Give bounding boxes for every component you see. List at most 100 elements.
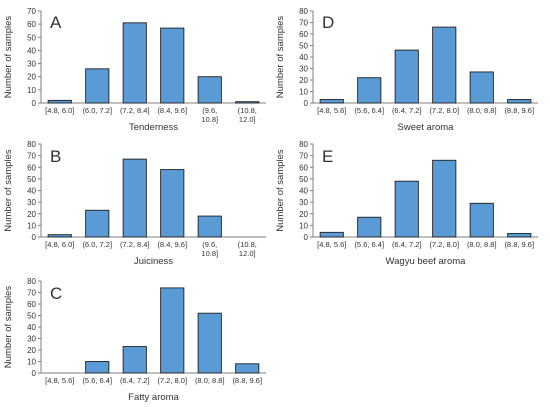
panel-e-letter: E: [322, 147, 333, 166]
panel-b-category-label: [4.8, 6.0]: [45, 240, 74, 249]
panel-d-bar: [432, 26, 457, 104]
panel-a-ytick-label: 0: [32, 99, 37, 108]
panel-c-y-axis-title: Number of samples: [3, 286, 14, 369]
panel-e-bar: [469, 202, 494, 238]
panel-d-ytick-label: 30: [299, 65, 308, 74]
panel-e-bar: [507, 233, 532, 238]
panel-c-ytick-label: 10: [27, 358, 36, 367]
panel-a-ytick-label: 30: [27, 60, 36, 69]
panel-b-ytick-label: 0: [32, 233, 37, 242]
panel-c-category-label: (8.0, 8.8]: [195, 376, 225, 385]
panel-a: 0 10 20 30 40 50 60 70 [4.8, 6.0] (6.0, 7.2] (7.2,…: [3, 7, 266, 133]
panel-e-bar: [394, 180, 419, 238]
panel-b-y-axis-title: Number of samples: [3, 149, 14, 232]
panel-d-bar: [319, 99, 344, 104]
panel-c-letter: C: [50, 284, 62, 303]
panel-c-ytick-label: 30: [27, 335, 36, 344]
panel-e: 0 10 20 30 40 50 60 70 80 [4.8, 5.6] (5.6, 6.4] (6.…: [275, 140, 538, 267]
panel-a-bar: [85, 68, 110, 104]
panel-d-bar: [394, 49, 419, 104]
panel-e-ytick-label: 0: [304, 233, 309, 242]
panel-a-category-label: (7.2, 8.4]: [120, 106, 150, 115]
panel-d-letter: D: [322, 13, 334, 32]
panel-b-ytick-label: 70: [27, 152, 36, 161]
panel-a-category-label: (9.6, 10.8]: [201, 106, 218, 124]
panel-e-category-label: (7.2, 8.0]: [429, 240, 459, 249]
panel-d-y-axis-title: Number of samples: [275, 16, 286, 99]
panel-a-x-axis-title: Tenderness: [129, 122, 178, 133]
panel-c-category-label: [4.8, 5.6]: [45, 376, 74, 385]
panel-d-bar: [357, 77, 382, 104]
panel-c-ytick-label: 80: [27, 277, 36, 286]
panel-b-ytick-label: 20: [27, 210, 36, 219]
panel-e-y-axis-title: Number of samples: [275, 149, 286, 232]
panel-d-category-label: [4.8, 5.6]: [317, 106, 346, 115]
panel-c-bar: [235, 363, 260, 374]
panel-d-ytick-label: 80: [299, 7, 308, 16]
panel-b-ytick-label: 50: [27, 175, 36, 184]
panel-e-ytick-label: 40: [299, 187, 308, 196]
panel-b-bar: [160, 169, 185, 238]
panel-d-ytick-label: 70: [299, 19, 308, 28]
panel-d-bar: [469, 71, 494, 104]
panel-b-category-label: (6.0, 7.2]: [82, 240, 112, 249]
panel-a-category-label: (8.4, 9.6]: [157, 106, 187, 115]
panel-a-category-label: (6.0, 7.2]: [82, 106, 112, 115]
panel-d-category-label: (7.2, 8.0]: [429, 106, 459, 115]
panel-c-ytick-label: 40: [27, 323, 36, 332]
panel-a-ytick-label: 20: [27, 73, 36, 82]
panel-b-ytick-label: 60: [27, 163, 36, 172]
panel-a-bar: [122, 22, 147, 104]
panel-d-ytick-label: 50: [299, 42, 308, 51]
panel-b-category-label: (7.2, 8.4]: [120, 240, 150, 249]
panel-a-ytick-label: 10: [27, 86, 36, 95]
panel-b-x-axis-title: Juiciness: [134, 256, 173, 267]
panel-b-ytick-label: 30: [27, 198, 36, 207]
panel-c: 0 10 20 30 40 50 60 70 80 [4.8, 5.6] (5.6, 6.4] (6.…: [3, 277, 266, 403]
panel-e-ytick-label: 10: [299, 221, 308, 230]
panel-e-category-label: (8.8, 9.6]: [504, 240, 534, 249]
panel-d-ytick-label: 10: [299, 88, 308, 97]
panel-e-category-label: (8.0, 8.8]: [467, 240, 497, 249]
panel-a-ytick-label: 70: [27, 7, 36, 16]
panel-b-ytick-label: 40: [27, 187, 36, 196]
panel-e-category-label: (5.6, 6.4]: [354, 240, 384, 249]
panel-b-ytick-label: 10: [27, 221, 36, 230]
panel-a-ytick-label: 40: [27, 46, 36, 55]
panel-a-bar: [235, 101, 260, 104]
panel-d-ytick-label: 20: [299, 76, 308, 85]
panel-b: 0 10 20 30 40 50 60 70 80 [4.8, 6.0] (6.0, 7.2] (7.…: [3, 140, 266, 267]
panel-c-bar: [160, 287, 185, 374]
panel-c-ytick-label: 0: [32, 369, 37, 378]
panel-c-ytick-label: 60: [27, 300, 36, 309]
panel-c-bar: [122, 346, 147, 374]
panel-d-bar: [507, 99, 532, 104]
panel-e-ytick-label: 60: [299, 163, 308, 172]
panel-c-x-axis-title: Fatty aroma: [128, 392, 179, 403]
panel-e-x-axis-title: Wagyu beef aroma: [386, 256, 467, 267]
panel-c-ytick-label: 70: [27, 289, 36, 298]
panel-d-ytick-label: 60: [299, 30, 308, 39]
panel-e-ytick-label: 20: [299, 210, 308, 219]
panel-d-x-axis-title: Sweet aroma: [398, 122, 455, 133]
panel-b-category-label: (8.4, 9.6]: [157, 240, 187, 249]
panel-b-category-label: (10.8, 12.0]: [238, 240, 257, 258]
panel-c-category-label: (8.8, 9.6]: [232, 376, 262, 385]
panel-a-category-label: [4.8, 6.0]: [45, 106, 74, 115]
panel-c-ytick-label: 50: [27, 312, 36, 321]
panel-a-bar: [160, 27, 185, 104]
panel-e-category-label: (6.4, 7.2]: [392, 240, 422, 249]
panel-e-bar: [319, 231, 344, 238]
panel-a-bar: [197, 76, 222, 104]
panel-c-category-label: (7.2, 8.0]: [157, 376, 187, 385]
panel-d-ytick-label: 0: [304, 99, 309, 108]
panel-e-ytick-label: 70: [299, 152, 308, 161]
panel-d-category-label: (8.8, 9.6]: [504, 106, 534, 115]
panel-b-bar: [122, 158, 147, 238]
panel-b-letter: B: [50, 147, 61, 166]
panel-a-category-label: (10.8, 12.0]: [238, 106, 257, 124]
panel-a-letter: A: [50, 13, 62, 32]
panel-c-bar: [85, 361, 110, 374]
panel-c-category-label: (6.4, 7.2]: [120, 376, 150, 385]
